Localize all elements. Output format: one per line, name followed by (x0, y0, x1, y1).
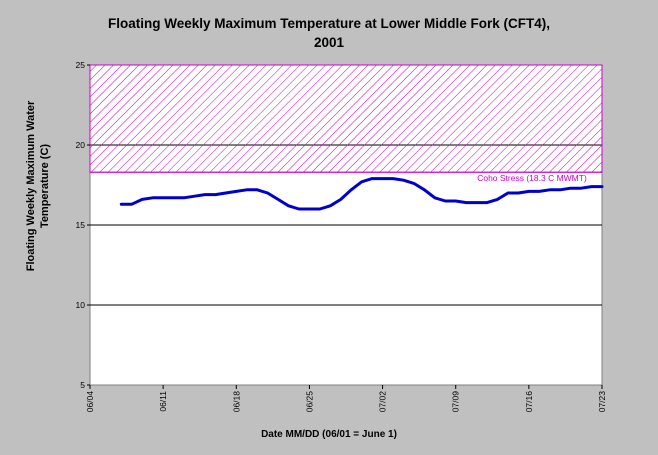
x-axis-label: Date MM/DD (06/01 = June 1) (261, 429, 397, 440)
x-tick-label-06-11: 06/11 (158, 391, 168, 412)
x-tick-label-06-04: 06/04 (85, 391, 95, 413)
x-tick-label-07-16: 07/16 (524, 391, 534, 413)
y-tick-label-20: 20 (76, 140, 86, 150)
x-tick-label-06-18: 06/18 (231, 391, 241, 413)
x-tick-label-07-09: 07/09 (451, 391, 461, 413)
threshold-band (89, 64, 603, 173)
chart-title: Floating Weekly Maximum Temperature at L… (0, 14, 658, 52)
x-tick-label-06-25: 06/25 (304, 391, 314, 413)
y-tick-label-10: 10 (76, 300, 86, 310)
y-tick-label-5: 5 (80, 380, 85, 390)
x-tick-label-07-23: 07/23 (597, 391, 607, 413)
series-line-0 (119, 177, 604, 211)
y-tick-label-15: 15 (76, 220, 86, 230)
chart-title-line-1: Floating Weekly Maximum Temperature at L… (107, 16, 551, 31)
threshold-label: Coho Stress (18.3 C MWMT) (477, 173, 587, 183)
chart-title-line-2: 2001 (313, 35, 345, 50)
x-tick-label-07-02: 07/02 (378, 391, 388, 413)
y-tick-label-25: 25 (76, 60, 86, 70)
